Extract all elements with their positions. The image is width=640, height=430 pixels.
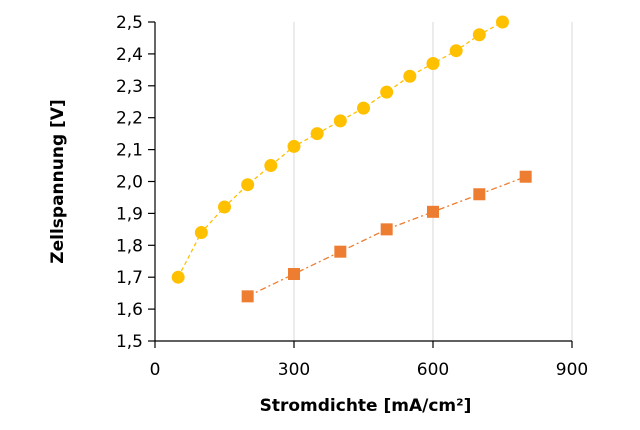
- grid-lines: [293, 22, 573, 341]
- data-point: [218, 200, 231, 214]
- data-point: [496, 15, 509, 29]
- data-point: [473, 188, 486, 201]
- data-point: [333, 114, 347, 128]
- data-point: [427, 205, 439, 218]
- data-point: [334, 245, 347, 258]
- data-point: [449, 44, 463, 58]
- axes: [154, 22, 572, 342]
- tick-marks: [148, 21, 573, 348]
- x-axis-title: Stromdichte [mA/cm²]: [260, 396, 472, 416]
- y-tick-label: 1,6: [116, 300, 143, 320]
- data-point: [357, 101, 370, 115]
- data-point: [380, 85, 394, 99]
- data-point: [380, 223, 393, 236]
- series-line: [177, 21, 503, 278]
- y-tick-label: 2,2: [116, 109, 143, 129]
- y-tick-label: 1,8: [116, 236, 143, 256]
- y-tick-label: 2,0: [116, 173, 143, 193]
- x-tick-label: 0: [150, 360, 161, 380]
- data-point: [472, 28, 486, 42]
- series-1: [171, 15, 509, 284]
- data-point: [403, 69, 417, 83]
- data-point: [519, 170, 532, 183]
- data-point: [287, 139, 301, 153]
- series: [171, 15, 532, 303]
- x-tick-labels: 0 300 600 900: [150, 360, 589, 380]
- x-tick-label: 900: [556, 360, 588, 380]
- y-tick-labels: 1,5 1,6 1,7 1,8 1,9 2,0 2,1 2,2 2,3 2,4 2,5: [116, 13, 143, 352]
- data-point: [241, 178, 255, 192]
- y-tick-label: 2,3: [116, 77, 143, 97]
- y-tick-label: 2,1: [116, 141, 143, 161]
- data-point: [241, 290, 254, 303]
- x-tick-label: 600: [417, 360, 449, 380]
- series-2: [241, 170, 532, 303]
- y-tick-label: 1,9: [116, 204, 143, 224]
- data-point: [264, 159, 278, 173]
- data-point: [310, 127, 324, 141]
- y-tick-label: 1,7: [116, 268, 143, 288]
- x-tick-label: 300: [278, 360, 310, 380]
- y-tick-label: 2,5: [116, 13, 143, 33]
- y-axis-title: Zellspannung [V]: [48, 99, 68, 263]
- data-point: [426, 56, 440, 70]
- y-tick-label: 2,4: [116, 45, 143, 65]
- y-tick-label: 1,5: [116, 332, 143, 352]
- data-point: [194, 226, 208, 240]
- data-point: [171, 270, 185, 284]
- data-point: [288, 268, 300, 281]
